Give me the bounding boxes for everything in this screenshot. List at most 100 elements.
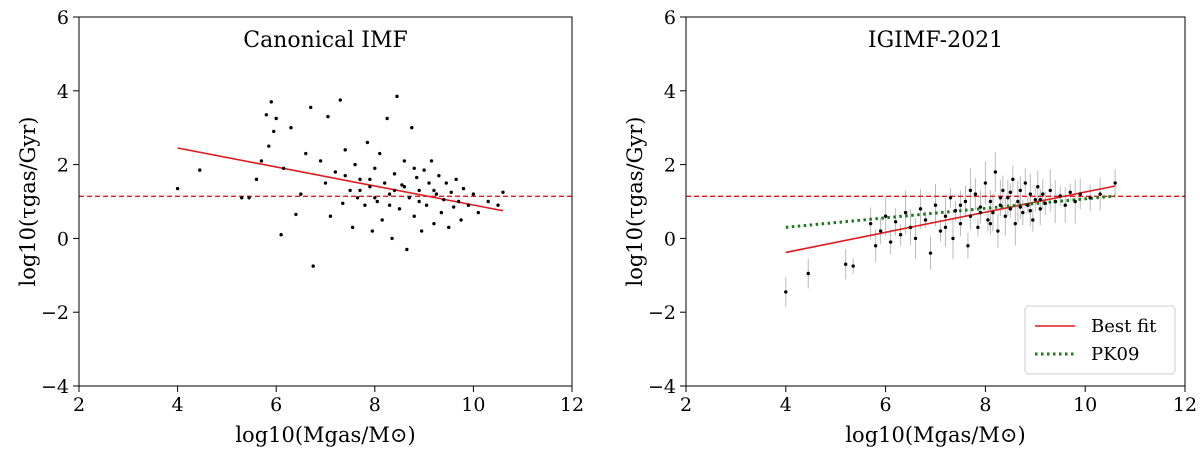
legend-box — [1024, 305, 1176, 375]
data-point — [1021, 210, 1025, 215]
data-point — [387, 203, 392, 207]
data-point — [368, 177, 372, 182]
x-tick-label: 2 — [73, 394, 85, 416]
data-point — [1001, 188, 1005, 193]
data-point — [402, 185, 407, 189]
data-point — [400, 183, 404, 187]
data-point — [843, 262, 848, 266]
data-point — [442, 197, 446, 202]
data-point — [338, 98, 342, 102]
y-tick-label: 6 — [664, 7, 676, 29]
data-point — [1016, 199, 1020, 204]
data-point — [318, 159, 323, 163]
data-point — [1018, 188, 1023, 193]
data-point — [373, 196, 377, 200]
data-point — [437, 173, 441, 178]
x-axis-label: log10(Mgas/M⊙) — [235, 423, 415, 447]
data-point — [368, 185, 372, 189]
data-point — [806, 271, 810, 276]
data-point — [370, 229, 375, 233]
data-point — [461, 186, 466, 191]
data-point — [358, 188, 362, 193]
data-point — [1038, 197, 1042, 202]
y-tick-label: −4 — [648, 376, 676, 398]
y-tick-label: −2 — [648, 302, 676, 324]
data-point — [449, 190, 453, 194]
y-tick-label: −2 — [41, 302, 69, 324]
data-point — [966, 244, 970, 248]
data-point — [968, 214, 973, 218]
data-point — [451, 205, 456, 209]
legend-label: Best fit — [1091, 316, 1157, 337]
data-point — [427, 181, 431, 185]
data-point — [289, 126, 293, 130]
data-point — [424, 203, 429, 207]
data-point — [998, 196, 1003, 200]
data-point — [903, 210, 908, 215]
data-point — [239, 196, 244, 200]
data-point — [1063, 203, 1067, 207]
data-point — [373, 166, 377, 170]
data-point — [1018, 205, 1023, 209]
data-point — [358, 177, 362, 182]
x-tick-label: 12 — [1173, 394, 1197, 416]
data-point — [459, 218, 463, 222]
data-point — [851, 264, 855, 268]
data-point — [888, 240, 893, 244]
data-point — [873, 244, 878, 248]
chart-title: Canonical IMF — [243, 28, 408, 53]
y-tick-label: 2 — [664, 155, 676, 177]
data-point — [353, 162, 357, 167]
data-point — [299, 192, 303, 196]
x-tick-label: 4 — [780, 394, 792, 416]
data-point — [432, 188, 436, 193]
data-point — [1078, 192, 1082, 196]
data-point — [963, 199, 968, 204]
data-point — [1053, 199, 1057, 204]
data-point — [326, 114, 330, 119]
data-point — [1088, 196, 1092, 200]
data-point — [983, 181, 988, 185]
data-point — [456, 199, 461, 204]
data-point — [387, 192, 392, 196]
data-point — [958, 221, 963, 226]
data-point — [1006, 196, 1010, 200]
x-tick-label: 12 — [560, 394, 584, 416]
data-point — [951, 236, 955, 241]
data-point — [1008, 190, 1013, 194]
data-point — [363, 203, 367, 207]
data-point — [350, 225, 355, 230]
data-point — [1031, 218, 1035, 222]
data-point — [429, 159, 434, 163]
data-point — [1048, 188, 1052, 193]
data-point — [986, 218, 990, 222]
data-point — [348, 188, 352, 193]
data-point — [274, 116, 278, 121]
data-point — [175, 186, 180, 191]
data-point — [908, 225, 913, 230]
x-tick-label: 6 — [270, 394, 282, 416]
fit-line-line — [177, 147, 504, 212]
data-point — [973, 192, 978, 196]
data-point — [432, 221, 436, 226]
data-point — [784, 290, 788, 294]
plot-frame — [78, 16, 573, 387]
data-point — [198, 168, 202, 172]
data-point — [883, 214, 888, 218]
data-point — [269, 100, 273, 104]
data-point — [486, 199, 490, 204]
data-point — [466, 203, 471, 207]
data-point — [1003, 214, 1008, 218]
y-axis-label: log10(τgas/Gyr) — [623, 116, 647, 286]
data-point — [422, 168, 426, 172]
data-point — [1008, 207, 1013, 211]
y-axis-label: log10(τgas/Gyr) — [16, 116, 40, 286]
data-point — [958, 203, 963, 207]
data-point — [996, 229, 1000, 233]
data-point — [501, 190, 505, 194]
data-point — [439, 210, 444, 215]
data-point — [988, 199, 993, 204]
data-point — [898, 233, 903, 237]
data-point — [365, 140, 370, 145]
